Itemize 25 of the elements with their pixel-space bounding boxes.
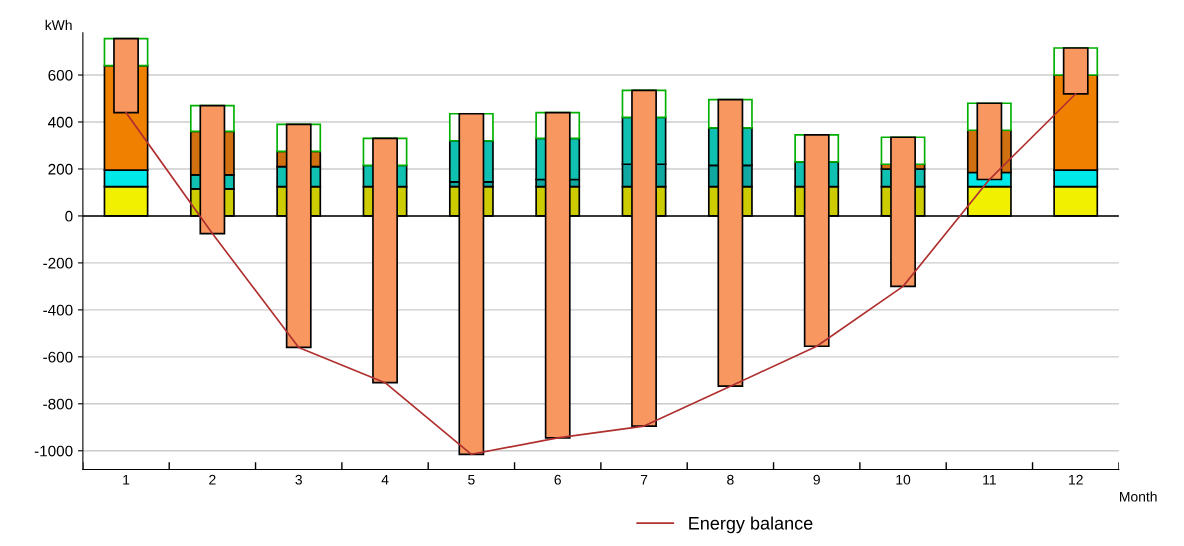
x-tick-label: 5 [468, 474, 475, 485]
x-tick-label: 1 [123, 474, 130, 485]
x-tick-label: 4 [381, 474, 389, 485]
y-axis-title: kWh [45, 19, 72, 30]
line-series [125, 92, 1077, 456]
y-tick-label: -400 [43, 304, 73, 316]
x-tick-label: 10 [896, 474, 911, 485]
x-tick-label: 6 [554, 474, 561, 485]
y-tick-label: -1000 [34, 445, 73, 457]
legend-label: Energy balance [689, 516, 813, 534]
y-tick-label: 200 [48, 163, 73, 175]
y-tick-label: -600 [43, 351, 73, 363]
y-tick-label: -800 [43, 398, 73, 410]
x-tick-label: 3 [295, 474, 302, 485]
x-tick-label: 8 [727, 474, 734, 485]
x-tick-label: 2 [209, 474, 216, 485]
x-axis-title: Month [1120, 491, 1157, 502]
x-tick-label: 7 [640, 474, 648, 485]
x-tick-label: 12 [1069, 474, 1083, 485]
y-tick-label: 400 [48, 116, 73, 128]
y-tick-label: -200 [43, 257, 73, 269]
y-tick-label: 600 [48, 69, 73, 81]
y-tick-label: 0 [65, 210, 73, 222]
x-tick-label: 9 [813, 474, 820, 485]
x-tick-label: 11 [983, 474, 996, 485]
